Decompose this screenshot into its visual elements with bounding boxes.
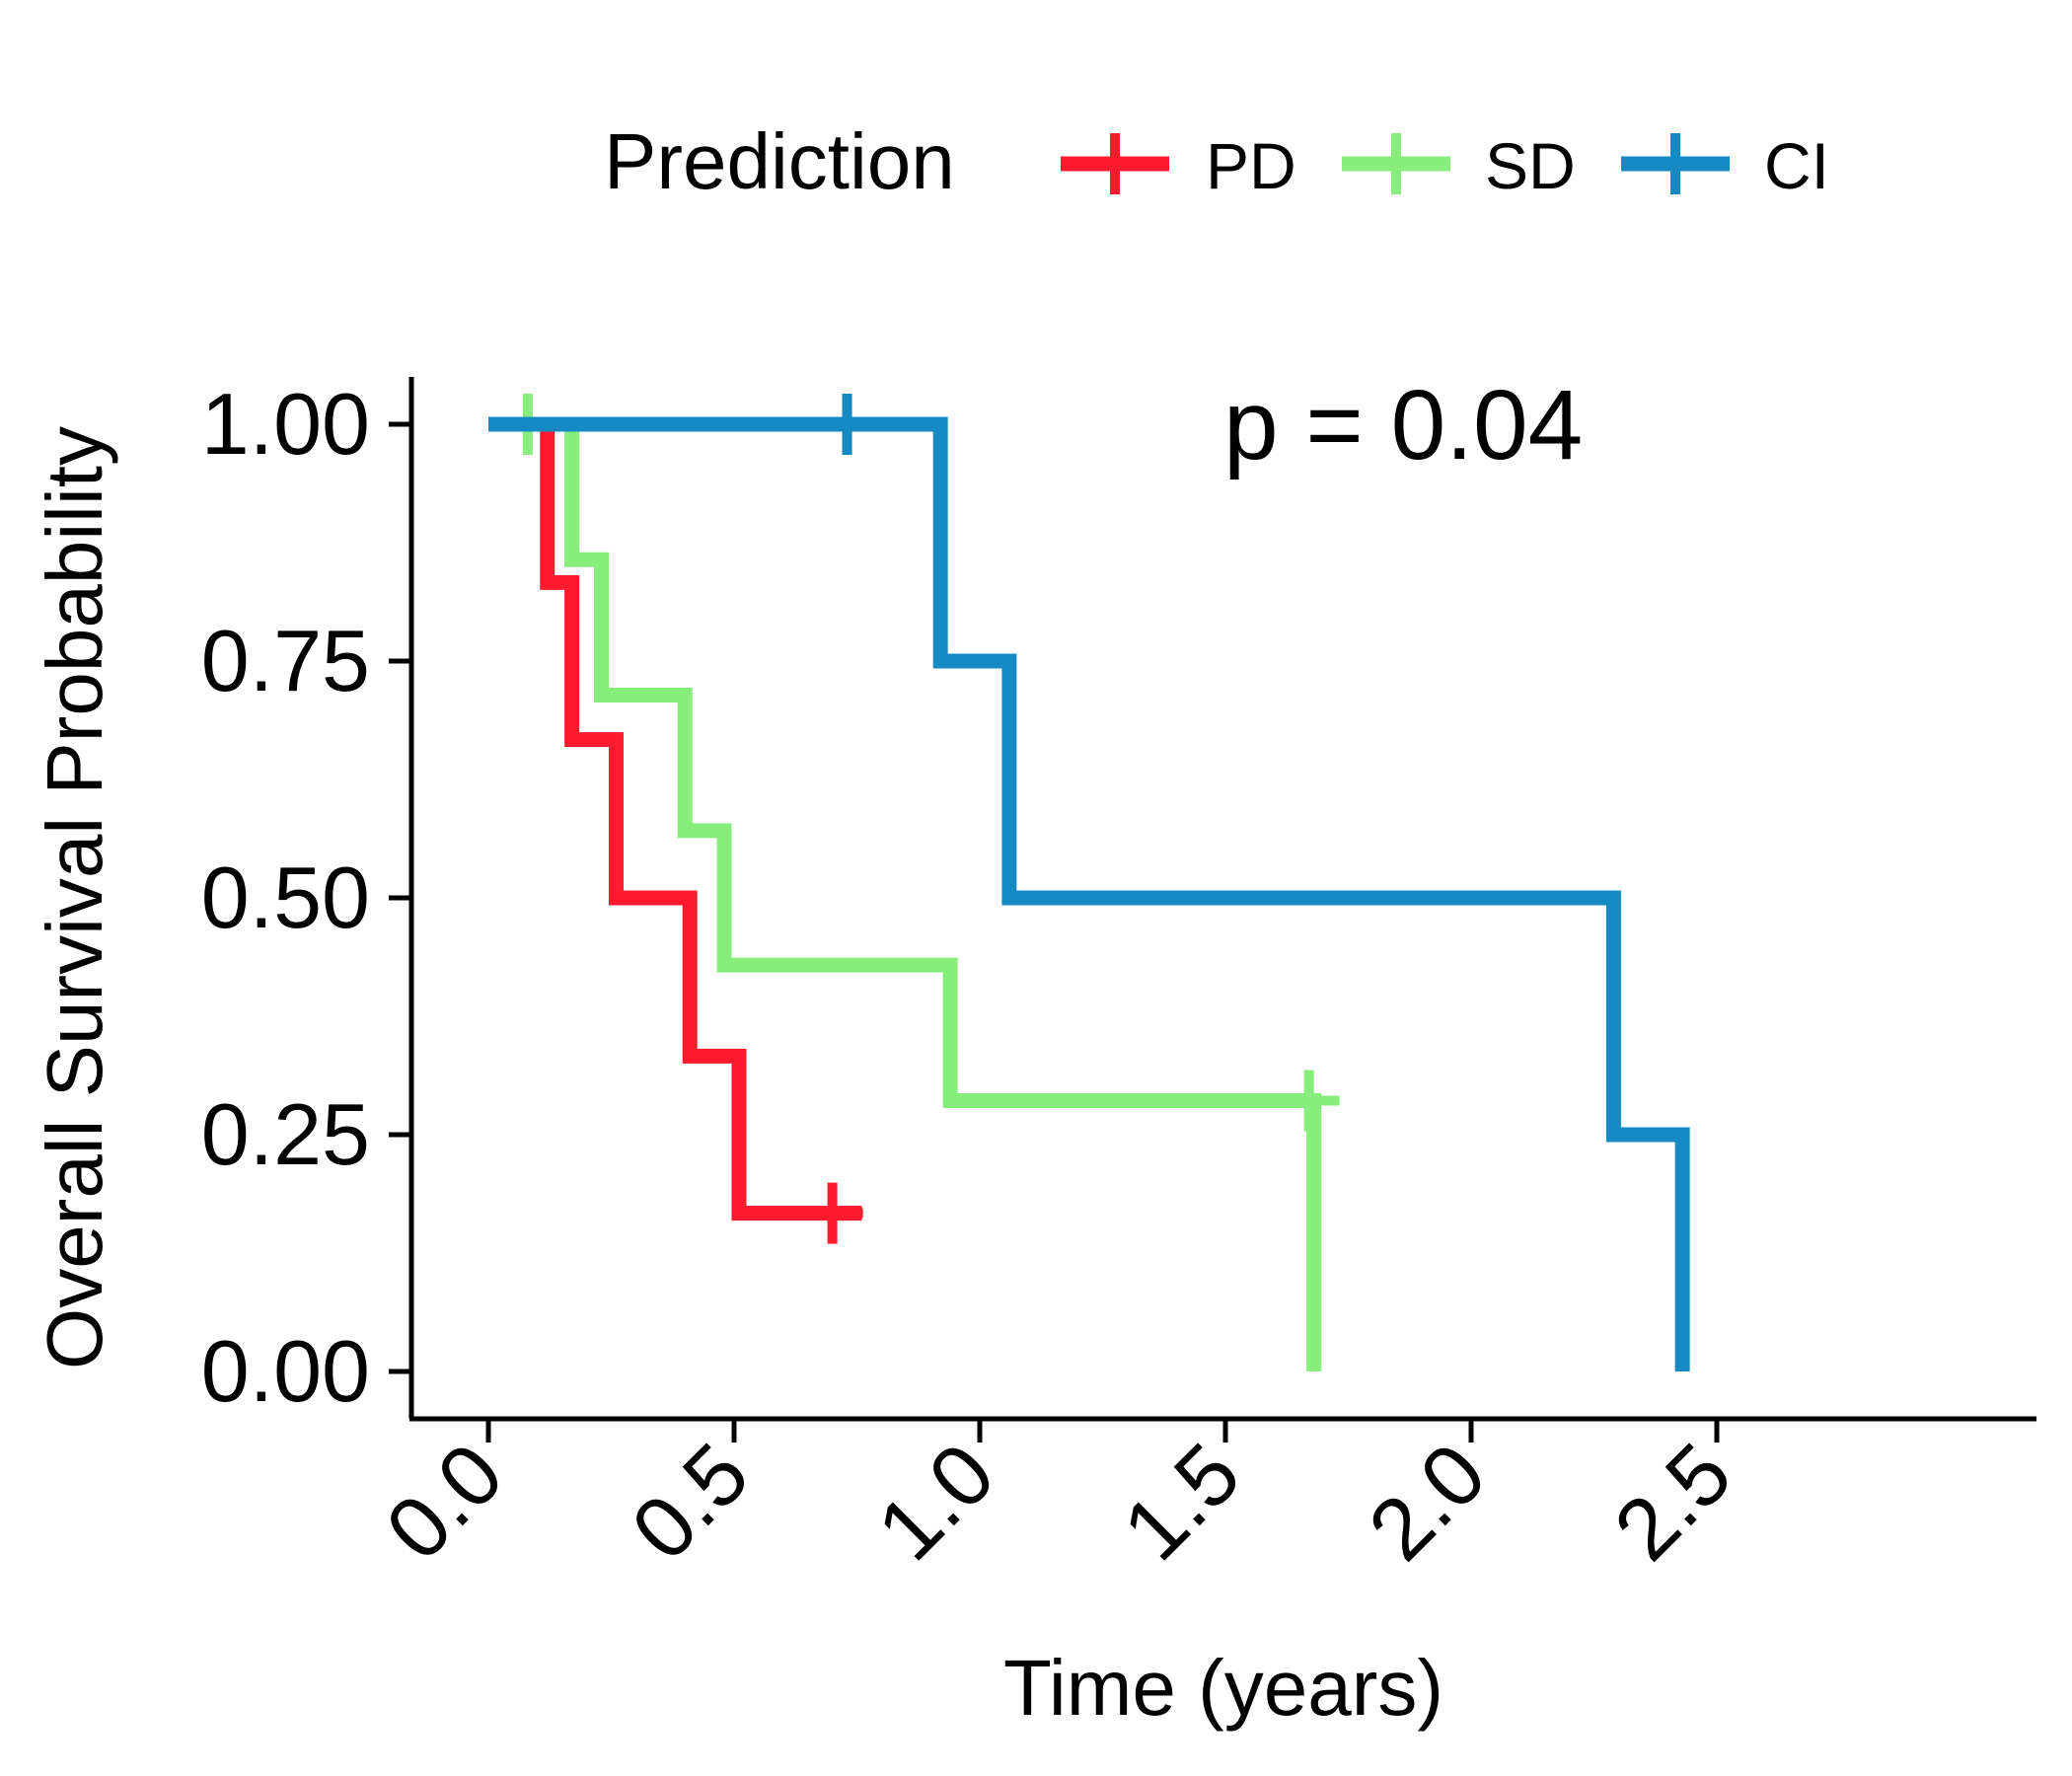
x-tick-label: 2.5 (1595, 1424, 1750, 1579)
y-tick-label: 0.00 (201, 1322, 370, 1420)
legend-label: CI (1764, 129, 1829, 202)
x-axis-title: Time (years) (1003, 1644, 1443, 1732)
legend-item-ci: CI (1621, 129, 1829, 202)
x-tick-label: 0.5 (613, 1424, 768, 1579)
p-value-annotation: p = 0.04 (1223, 370, 1583, 481)
censor-mark (816, 394, 878, 455)
legend-label: SD (1485, 129, 1576, 202)
legend: Prediction PD SD CI (604, 117, 1829, 205)
survival-curve-pd (488, 416, 862, 1221)
y-axis-title: Overall Survival Probability (31, 426, 118, 1369)
censor-mark (1278, 1070, 1340, 1132)
x-ticks: 0.0 0.5 1.0 1.5 2.0 2.5 (367, 1419, 1750, 1579)
series-pd (488, 416, 863, 1244)
x-tick-label: 1.0 (858, 1424, 1013, 1579)
legend-title: Prediction (604, 117, 955, 205)
y-ticks: 0.00 0.25 0.50 0.75 1.00 (201, 375, 411, 1420)
series-ci (488, 394, 1690, 1371)
x-tick-label: 0.0 (367, 1424, 522, 1579)
y-tick-label: 0.50 (201, 849, 370, 946)
survival-curve-sd (488, 416, 1322, 1371)
legend-item-pd: PD (1061, 129, 1296, 202)
x-tick-label: 2.0 (1350, 1424, 1505, 1579)
censor-mark (801, 1182, 863, 1244)
series-layer (488, 394, 1690, 1371)
legend-label: PD (1206, 129, 1296, 202)
x-tick-label: 1.5 (1104, 1424, 1259, 1579)
survival-curve-ci (488, 416, 1690, 1371)
y-tick-label: 1.00 (201, 375, 370, 473)
y-tick-label: 0.25 (201, 1085, 370, 1183)
y-tick-label: 0.75 (201, 612, 370, 709)
legend-item-sd: SD (1342, 129, 1576, 202)
